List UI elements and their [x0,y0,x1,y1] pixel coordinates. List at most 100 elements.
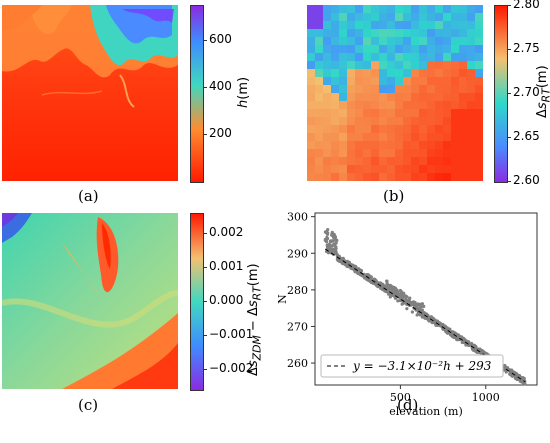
map-cell [339,29,348,38]
map-cell [419,133,428,142]
map-cell [459,69,468,78]
map-cell [443,5,452,14]
map-cell [307,77,316,86]
map-cell [347,125,356,134]
map-cell [371,61,380,70]
colorbar-b-tickmark [507,5,511,6]
map-cell [467,21,476,30]
map-cell [363,149,372,158]
map-cell [363,13,372,22]
map-cell [459,149,468,158]
data-point [347,260,351,264]
map-cell [355,109,364,118]
map-cell [323,53,332,62]
data-point [514,374,518,378]
map-cell [307,141,316,150]
caption-d: (d) [397,396,419,414]
map-cell [451,125,460,134]
map-cell [339,37,348,46]
map-cell [339,133,348,142]
map-cell [371,69,380,78]
map-cell [411,29,420,38]
map-cell [435,125,444,134]
colorbar-b-label: ΔsRT(m) [535,65,550,118]
map-cell [347,173,356,181]
data-point [505,366,510,370]
map-cell [419,29,428,38]
map-cell [435,13,444,22]
data-point [390,291,394,295]
map-cell [379,109,388,118]
map-cell [467,13,476,22]
map-cell [475,165,483,174]
map-cell [443,109,452,118]
map-cell [347,157,356,166]
map-cell [379,21,388,30]
data-point [400,302,404,306]
map-cell [379,45,388,54]
colorbar-b-tick-label: 2.70 [513,85,540,99]
colorbar-a-tickmark [203,134,207,136]
map-cell [307,109,316,118]
map-cell [315,141,324,150]
map-cell [339,157,348,166]
data-point [395,290,400,294]
map-cell [379,133,388,142]
data-point [422,304,426,308]
map-cell [339,149,348,158]
colorbar-c-tickmark [203,368,207,370]
map-cell [475,101,483,110]
map-cell [403,13,412,22]
map-cell [307,61,316,70]
data-point [366,273,370,277]
map-cell [435,93,444,102]
map-cell [395,13,404,22]
map-cell [323,157,332,166]
map-cell [315,117,324,126]
map-cell [371,53,380,62]
map-cell [427,93,436,102]
map-cell [403,101,412,110]
map-cell [427,149,436,158]
map-cell [347,45,356,54]
map-cell [379,85,388,94]
data-point [402,291,406,295]
x-axis-label: elevation (m) [389,405,462,418]
map-cell [419,69,428,78]
map-cell [379,13,388,22]
map-cell [443,21,452,30]
map-cell [395,45,404,54]
map-cell [403,109,412,118]
map-cell [475,125,483,134]
map-cell [371,109,380,118]
map-cell [419,37,428,46]
map-cell [443,93,452,102]
map-cell [467,5,476,14]
map-cell [419,165,428,174]
map-cell [443,149,452,158]
data-point [341,257,345,261]
map-cell [427,5,436,14]
map-cell [323,101,332,110]
map-cell [387,45,396,54]
map-cell [355,165,364,174]
map-cell [307,29,316,38]
map-cell [323,85,332,94]
map-cell [331,85,340,94]
map-cell [435,165,444,174]
map-cell [363,53,372,62]
map-cell [411,5,420,14]
map-cell [331,13,340,22]
map-cell [363,45,372,54]
map-cell [467,133,476,142]
colorbar-c-label: ΔsZDM − ΔsRT(m) [246,263,264,376]
map-cell [339,117,348,126]
map-cell [475,21,483,30]
map-cell [331,117,340,126]
map-cell [435,133,444,142]
data-point [508,372,512,376]
map-cell [395,149,404,158]
data-point [423,316,427,320]
map-cell [347,141,356,150]
map-cell [459,37,468,46]
